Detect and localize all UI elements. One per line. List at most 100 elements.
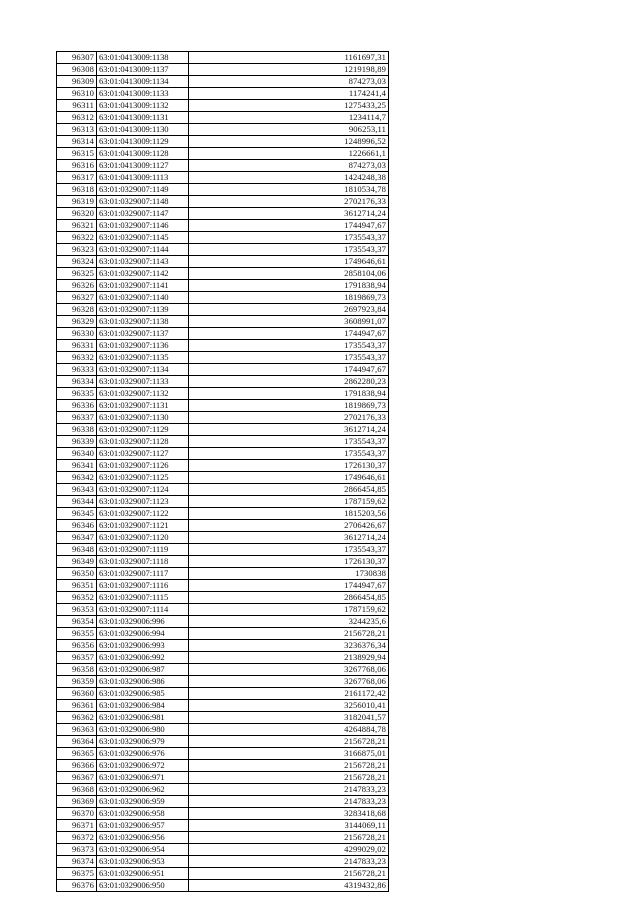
cell-code: 63:01:0329007:1149 xyxy=(96,183,189,196)
cell-amount: 2147833,23 xyxy=(188,855,389,868)
cell-code: 63:01:0329007:1118 xyxy=(96,555,189,568)
table-row: 96349 63:01:0329007:1118 1726130,37 xyxy=(56,555,389,568)
cell-code: 63:01:0413009:1132 xyxy=(96,99,189,112)
cell-amount: 2156728,21 xyxy=(188,867,389,880)
cell-row-id: 96352 xyxy=(56,591,97,604)
cell-amount: 1226661,1 xyxy=(188,147,389,160)
cell-amount: 1810534,78 xyxy=(188,183,389,196)
cell-row-id: 96364 xyxy=(56,735,97,748)
cell-code: 63:01:0329007:1147 xyxy=(96,207,189,220)
cell-amount: 1730838 xyxy=(188,567,389,580)
cell-code: 63:01:0329007:1142 xyxy=(96,267,189,280)
table-row: 96316 63:01:0413009:1127 874273,03 xyxy=(56,159,389,172)
table-row: 96360 63:01:0329006:985 2161172,42 xyxy=(56,687,389,700)
table-row: 96359 63:01:0329006:986 3267768,06 xyxy=(56,675,389,688)
cell-amount: 1819869,73 xyxy=(188,291,389,304)
cell-code: 63:01:0329006:950 xyxy=(96,879,189,892)
cell-amount: 2866454,85 xyxy=(188,483,389,496)
table-row: 96345 63:01:0329007:1122 1815203,56 xyxy=(56,507,389,520)
cell-code: 63:01:0329007:1130 xyxy=(96,411,189,424)
cell-row-id: 96354 xyxy=(56,615,97,628)
cell-code: 63:01:0413009:1130 xyxy=(96,123,189,136)
cell-code: 63:01:0329007:1133 xyxy=(96,375,189,388)
cell-code: 63:01:0329006:956 xyxy=(96,831,189,844)
cell-amount: 1735543,37 xyxy=(188,339,389,352)
cell-amount: 1735543,37 xyxy=(188,543,389,556)
cell-code: 63:01:0329007:1148 xyxy=(96,195,189,208)
cell-row-id: 96357 xyxy=(56,651,97,664)
cell-amount: 3608991,07 xyxy=(188,315,389,328)
cell-code: 63:01:0329007:1131 xyxy=(96,399,189,412)
cell-code: 63:01:0329007:1125 xyxy=(96,471,189,484)
cell-row-id: 96313 xyxy=(56,123,97,136)
cell-row-id: 96348 xyxy=(56,543,97,556)
table-row: 96369 63:01:0329006:959 2147833,23 xyxy=(56,795,389,808)
cell-amount: 1791838,94 xyxy=(188,279,389,292)
table-row: 96363 63:01:0329006:980 4264884,78 xyxy=(56,723,389,736)
cell-row-id: 96326 xyxy=(56,279,97,292)
cell-code: 63:01:0329006:981 xyxy=(96,711,189,724)
table-row: 96324 63:01:0329007:1143 1749646,61 xyxy=(56,255,389,268)
cell-code: 63:01:0413009:1134 xyxy=(96,75,189,88)
cell-code: 63:01:0329006:951 xyxy=(96,867,189,880)
cell-row-id: 96319 xyxy=(56,195,97,208)
table-row: 96325 63:01:0329007:1142 2858104,06 xyxy=(56,267,389,280)
cell-row-id: 96365 xyxy=(56,747,97,760)
table-row: 96331 63:01:0329007:1136 1735543,37 xyxy=(56,339,389,352)
cell-code: 63:01:0329006:980 xyxy=(96,723,189,736)
cell-amount: 1735543,37 xyxy=(188,435,389,448)
cell-code: 63:01:0329007:1123 xyxy=(96,495,189,508)
cell-amount: 2161172,42 xyxy=(188,687,389,700)
cell-code: 63:01:0329006:984 xyxy=(96,699,189,712)
cell-amount: 1791838,94 xyxy=(188,387,389,400)
table-row: 96323 63:01:0329007:1144 1735543,37 xyxy=(56,243,389,256)
cell-row-id: 96349 xyxy=(56,555,97,568)
cell-code: 63:01:0413009:1129 xyxy=(96,135,189,148)
cell-code: 63:01:0329007:1121 xyxy=(96,519,189,532)
table-row: 96348 63:01:0329007:1119 1735543,37 xyxy=(56,543,389,556)
cell-amount: 1735543,37 xyxy=(188,351,389,364)
cell-row-id: 96373 xyxy=(56,843,97,856)
table-row: 96333 63:01:0329007:1134 1744947,67 xyxy=(56,363,389,376)
cell-amount: 2138929,94 xyxy=(188,651,389,664)
cell-row-id: 96355 xyxy=(56,627,97,640)
cell-code: 63:01:0329007:1138 xyxy=(96,315,189,328)
cell-amount: 3144069,11 xyxy=(188,819,389,832)
table-row: 96362 63:01:0329006:981 3182041,57 xyxy=(56,711,389,724)
cell-code: 63:01:0329007:1137 xyxy=(96,327,189,340)
cell-amount: 3267768,06 xyxy=(188,675,389,688)
cell-row-id: 96371 xyxy=(56,819,97,832)
cell-amount: 3244235,6 xyxy=(188,615,389,628)
cell-row-id: 96360 xyxy=(56,687,97,700)
cell-amount: 3283418,68 xyxy=(188,807,389,820)
cell-code: 63:01:0329006:994 xyxy=(96,627,189,640)
cell-amount: 2862280,23 xyxy=(188,375,389,388)
table-row: 96350 63:01:0329007:1117 1730838 xyxy=(56,567,389,580)
cell-code: 63:01:0329007:1135 xyxy=(96,351,189,364)
cell-code: 63:01:0413009:1133 xyxy=(96,87,189,100)
cell-code: 63:01:0329007:1126 xyxy=(96,459,189,472)
cell-row-id: 96345 xyxy=(56,507,97,520)
cell-code: 63:01:0329006:972 xyxy=(96,759,189,772)
cell-row-id: 96321 xyxy=(56,219,97,232)
table-row: 96332 63:01:0329007:1135 1735543,37 xyxy=(56,351,389,364)
cell-code: 63:01:0329006:986 xyxy=(96,675,189,688)
table-row: 96346 63:01:0329007:1121 2706426,67 xyxy=(56,519,389,532)
cell-row-id: 96346 xyxy=(56,519,97,532)
cell-code: 63:01:0329007:1128 xyxy=(96,435,189,448)
cell-row-id: 96340 xyxy=(56,447,97,460)
cell-row-id: 96308 xyxy=(56,63,97,76)
cell-code: 63:01:0329007:1136 xyxy=(96,339,189,352)
cell-amount: 1726130,37 xyxy=(188,555,389,568)
cell-amount: 1787159,62 xyxy=(188,603,389,616)
cell-row-id: 96314 xyxy=(56,135,97,148)
cell-row-id: 96330 xyxy=(56,327,97,340)
cell-amount: 1819869,73 xyxy=(188,399,389,412)
cell-code: 63:01:0329007:1143 xyxy=(96,255,189,268)
data-table-container: 96307 63:01:0413009:1138 1161697,31 96308 63… xyxy=(56,51,389,892)
cell-row-id: 96333 xyxy=(56,363,97,376)
cell-amount: 2147833,23 xyxy=(188,795,389,808)
cell-row-id: 96334 xyxy=(56,375,97,388)
cell-amount: 1744947,67 xyxy=(188,219,389,232)
